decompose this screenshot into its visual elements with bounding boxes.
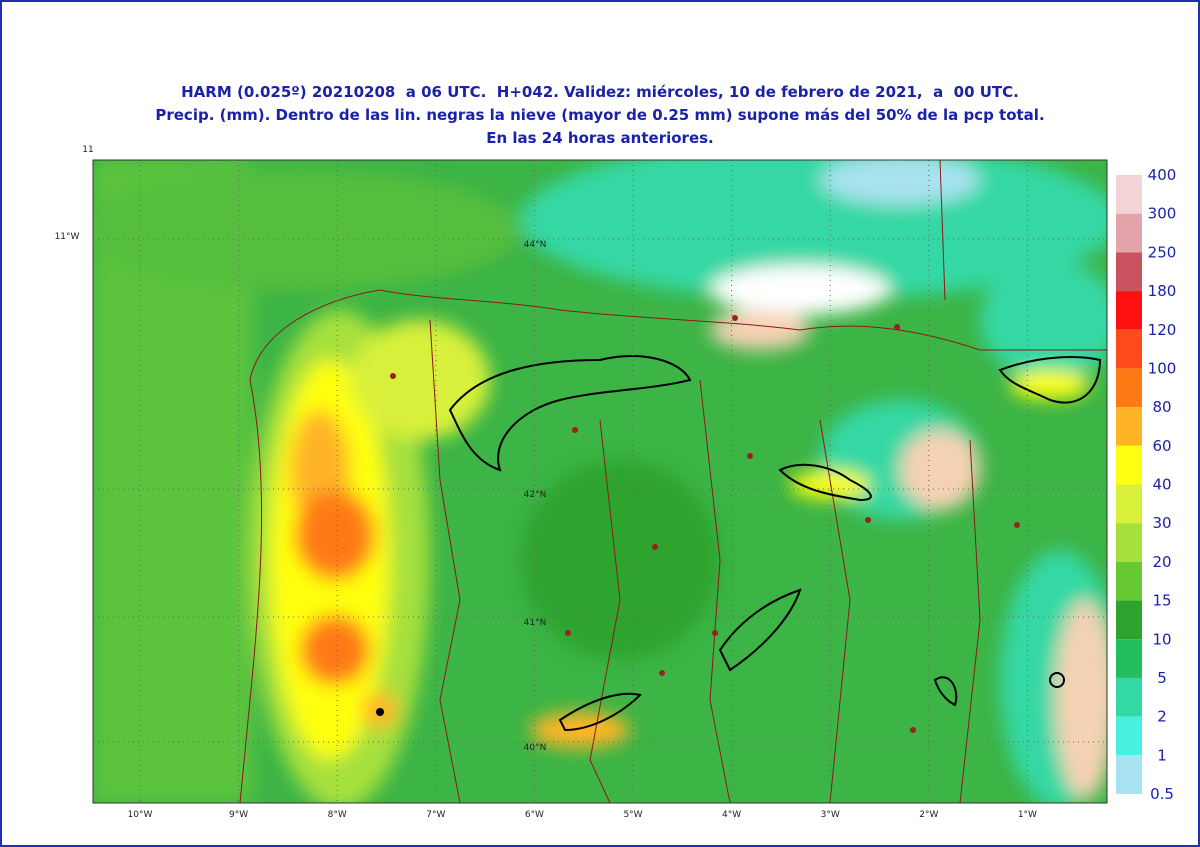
legend-label: 60	[1152, 437, 1171, 455]
corner-label: 11	[82, 145, 93, 155]
longitude-label: 5°W	[623, 810, 642, 820]
legend-swatch	[1116, 561, 1142, 601]
legend-swatch	[1116, 484, 1142, 524]
legend-swatch	[1116, 291, 1142, 330]
graticule	[93, 160, 1107, 803]
legend-swatch	[1116, 639, 1142, 678]
legend-swatch	[1116, 175, 1142, 214]
legend-swatch	[1116, 368, 1142, 408]
legend-label: 80	[1152, 398, 1171, 416]
latitude-label: 42°N	[524, 490, 547, 500]
legend-label: 15	[1152, 592, 1171, 610]
snow-contours	[448, 355, 1102, 732]
latitude-label: 41°N	[524, 618, 547, 628]
latitude-label: 40°N	[524, 743, 547, 753]
longitude-label: 4°W	[722, 810, 741, 820]
legend-label: 5	[1157, 669, 1167, 687]
legend-label: 300	[1148, 205, 1177, 223]
map	[93, 160, 1107, 803]
corner-label: 11°W	[55, 232, 80, 242]
legend: 400 300 250 180 120 100 80 60 40 30 20 15 10 5 2 1 0.5	[1116, 166, 1176, 803]
legend-label: 30	[1152, 514, 1171, 532]
legend-swatch	[1116, 716, 1142, 756]
city-dots	[376, 315, 1020, 733]
legend-swatch	[1116, 600, 1142, 640]
longitude-labels: 10°W 9°W 8°W 7°W 6°W 5°W 4°W 3°W 2°W 1°W	[128, 810, 1037, 820]
legend-swatch	[1116, 677, 1142, 717]
legend-swatch	[1116, 407, 1142, 446]
title-line: Precip. (mm). Dentro de las lin. negras …	[155, 106, 1044, 124]
legend-label: 2	[1157, 708, 1167, 726]
longitude-label: 9°W	[229, 810, 248, 820]
longitude-label: 7°W	[426, 810, 445, 820]
legend-swatch	[1116, 252, 1142, 292]
longitude-label: 1°W	[1018, 810, 1037, 820]
legend-label: 40	[1152, 476, 1171, 494]
title-line: HARM (0.025º) 20210208 a 06 UTC. H+042. …	[181, 83, 1019, 101]
legend-swatch	[1116, 523, 1142, 562]
legend-label: 400	[1148, 166, 1177, 184]
map-border	[92, 159, 1108, 804]
longitude-label: 8°W	[328, 810, 347, 820]
title-line: En las 24 horas anteriores.	[486, 129, 714, 147]
legend-label: 250	[1148, 243, 1177, 261]
longitude-label: 3°W	[821, 810, 840, 820]
legend-swatch	[1116, 329, 1142, 369]
legend-swatch	[1116, 213, 1142, 253]
longitude-label: 10°W	[128, 810, 153, 820]
legend-label: 0.5	[1150, 785, 1174, 803]
legend-label: 120	[1148, 321, 1177, 339]
longitude-label: 2°W	[919, 810, 938, 820]
legend-label: 10	[1152, 630, 1171, 648]
latitude-labels: 44°N 42°N 41°N 40°N	[524, 240, 547, 753]
legend-label: 100	[1148, 359, 1177, 377]
latitude-label: 44°N	[524, 240, 547, 250]
legend-swatch	[1116, 445, 1142, 485]
longitude-label: 6°W	[525, 810, 544, 820]
legend-label: 20	[1152, 553, 1171, 571]
legend-label: 1	[1157, 746, 1167, 764]
legend-label: 180	[1148, 282, 1177, 300]
legend-swatch	[1116, 755, 1142, 794]
